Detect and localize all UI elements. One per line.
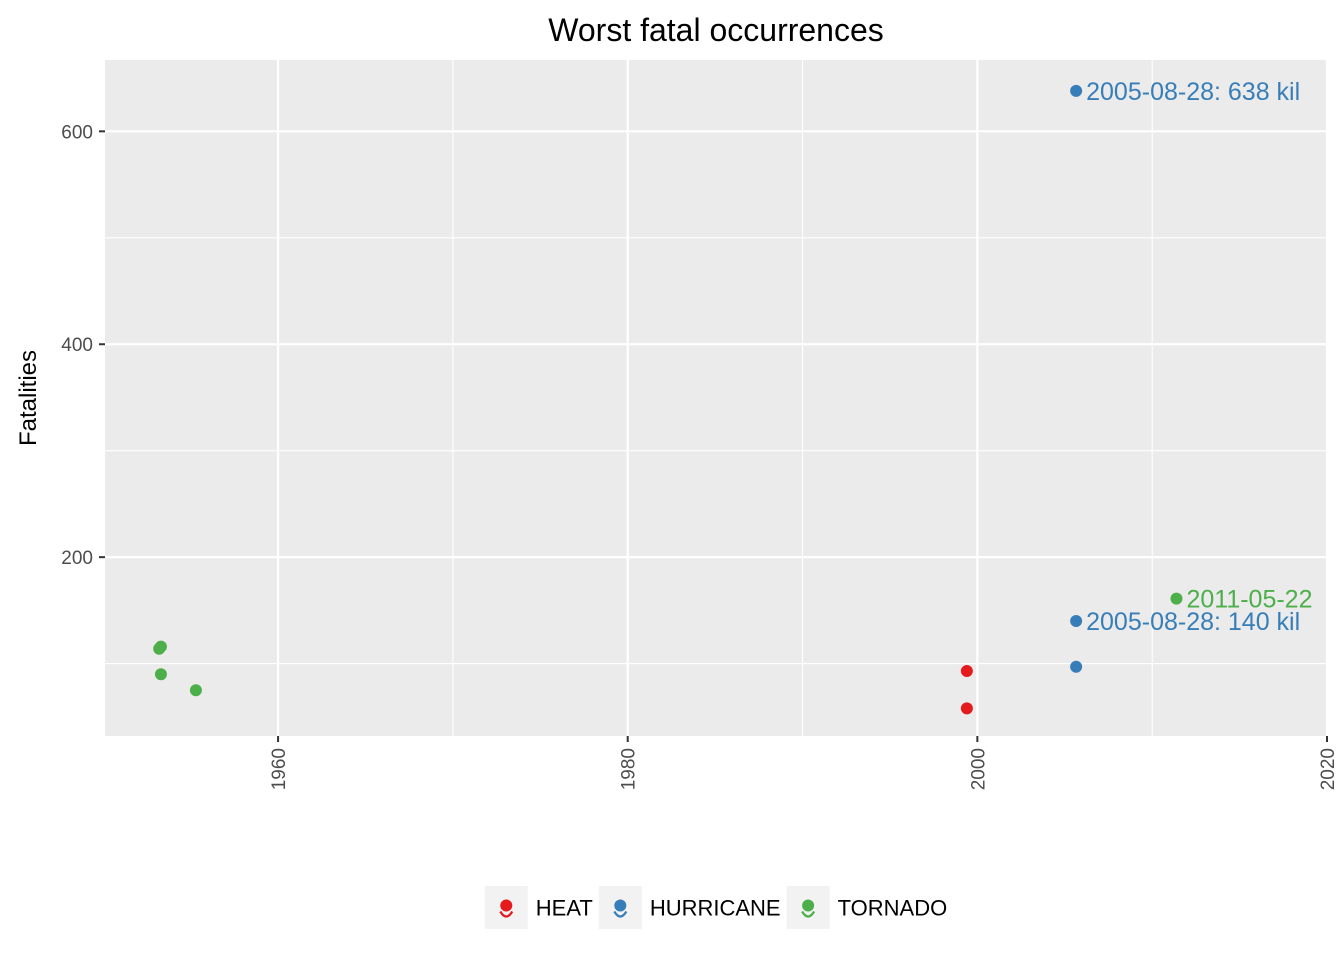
plot-panel [105,60,1327,736]
y-tick-label-600: 600 [61,122,93,143]
point-heat-1 [960,702,973,715]
grid-minor-lines [105,60,1327,736]
x-tick-label-1960: 1960 [269,748,290,790]
x-tick-label-2020: 2020 [1318,748,1339,790]
legend-point-tornado [802,899,815,912]
point-label-hurricane-0: 2005-08-28: 638 kil [1086,78,1300,106]
chart-title: Worst fatal occurrences [548,12,884,48]
point-labels: 2005-08-28: 638 kil 2005-08-28: 140 kil20… [1086,78,1312,636]
point-label-hurricane-1: 2005-08-28: 140 kil [1086,608,1300,636]
legend-point-heat [500,899,513,912]
point-label-tornado-0: 2011-05-22 [1186,586,1312,614]
x-axis: 1960 1980 2000 2020 [269,736,1339,790]
legend-label-hurricane: HURRICANE [650,896,781,921]
y-axis-title: Fatalities [15,350,42,446]
point-tornado-4 [189,684,202,697]
legend-text-glyph-hurricane [613,910,628,918]
legend: HEAT HURRICANE TORNADO [484,886,948,929]
point-hurricane-0 [1070,84,1083,97]
y-tick-label-200: 200 [61,548,93,569]
data-points [153,84,1183,715]
point-hurricane-2 [1070,660,1083,673]
grid-major-lines [105,60,1329,736]
x-tick-label-1980: 1980 [619,748,640,790]
y-axis: 200 400 600 [61,122,105,569]
y-tick-label-400: 400 [61,335,93,356]
point-tornado-2 [153,642,166,655]
point-tornado-0 [1170,592,1183,605]
point-tornado-3 [154,668,167,681]
point-heat-0 [960,665,973,678]
legend-label-tornado: TORNADO [838,896,948,921]
legend-point-hurricane [614,899,627,912]
legend-text-glyph-tornado [801,910,816,918]
x-tick-label-2000: 2000 [968,748,989,790]
point-hurricane-1 [1070,615,1083,628]
legend-text-glyph-heat [499,910,514,918]
legend-label-heat: HEAT [536,896,593,921]
